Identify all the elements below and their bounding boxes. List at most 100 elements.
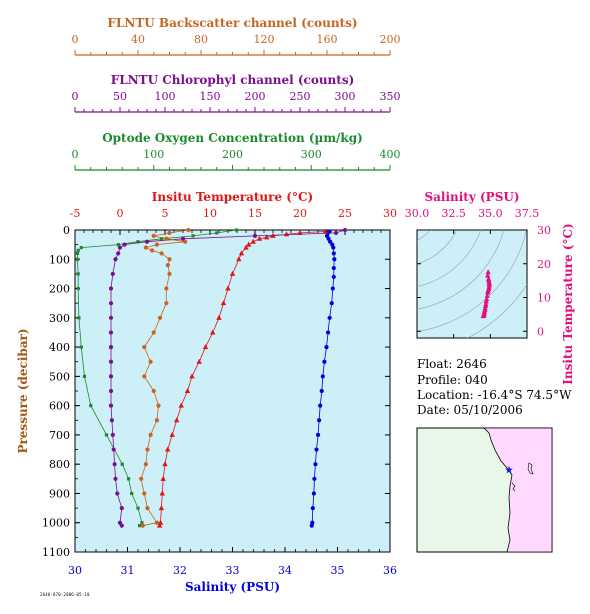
backscatter-point <box>167 257 172 262</box>
oxygen-tick-label: 100 <box>143 148 164 161</box>
map-land-south-america <box>483 427 553 553</box>
temperature-point <box>250 238 256 244</box>
chlorophyll-point <box>111 447 116 452</box>
oxygen-point <box>79 245 83 250</box>
chlorophyll-point <box>110 271 115 277</box>
chlorophyll-point <box>122 242 127 247</box>
chlorophyll-point <box>109 418 114 423</box>
chlorophyll-point <box>113 476 118 481</box>
oxygen-point <box>140 521 144 525</box>
oxygen-point <box>160 237 164 241</box>
backscatter-tick-label: 120 <box>254 33 275 46</box>
oxygen-point <box>82 374 87 378</box>
backscatter-point <box>140 523 145 528</box>
chlorophyll-tick-label: 50 <box>113 90 127 103</box>
salinity-tick-label: 30 <box>68 564 82 577</box>
salinity-point <box>317 418 322 423</box>
backscatter-profile-line <box>140 229 189 527</box>
salinity-point <box>328 239 333 244</box>
temperature-tick-label: 0 <box>117 207 124 220</box>
salinity-point <box>309 523 314 528</box>
salinity-point <box>331 274 336 279</box>
temperature-tick-label: -5 <box>70 207 81 220</box>
backscatter-point <box>150 248 155 253</box>
chlorophyll-point <box>108 315 114 320</box>
ts-y-tick-label: 20 <box>537 258 551 271</box>
backscatter-point <box>148 359 153 364</box>
chlorophyll-point <box>108 344 114 350</box>
temperature-tick-label: 10 <box>203 207 217 220</box>
salinity-point <box>327 315 332 320</box>
backscatter-point <box>157 315 163 320</box>
pressure-tick-label: 700 <box>49 429 70 442</box>
chlorophyll-point <box>108 330 114 335</box>
backscatter-point <box>145 505 150 511</box>
temperature-point <box>189 373 195 379</box>
temperature-point <box>297 229 303 235</box>
backscatter-point <box>151 388 156 394</box>
profile-series <box>75 227 348 528</box>
ts-point <box>485 289 491 295</box>
salinity-tick-label: 35 <box>331 564 345 577</box>
oxygen-point <box>77 316 81 320</box>
ts-x-axis-title: Salinity (PSU) <box>424 190 519 204</box>
oxygen-point <box>234 228 239 232</box>
oxygen-point <box>191 234 195 238</box>
salinity-point <box>331 251 336 256</box>
pressure-tick-label: 400 <box>49 341 70 354</box>
oxygen-point <box>76 286 80 291</box>
chlorophyll-axis-title: FLNTU Chlorophyl channel (counts) <box>111 73 355 87</box>
backscatter-point <box>143 245 148 250</box>
ts-point <box>486 282 492 288</box>
backscatter-point <box>145 447 150 452</box>
salinity-point <box>319 388 324 394</box>
salinity-point <box>329 301 334 306</box>
backscatter-point <box>186 227 191 233</box>
oxygen-point <box>120 462 124 466</box>
backscatter-axis-title: FLNTU Backscatter channel (counts) <box>107 16 357 30</box>
pressure-tick-label: 300 <box>49 312 70 325</box>
backscatter-point <box>156 403 161 408</box>
ts-point <box>484 296 490 302</box>
oxygen-point <box>75 251 79 256</box>
pressure-tick-label: 500 <box>49 370 70 383</box>
backscatter-tick-label: 0 <box>72 33 79 46</box>
chlorophyll-point <box>333 230 339 236</box>
map-lake <box>527 462 534 475</box>
profile-plot-area <box>74 229 391 553</box>
salinity-point <box>322 359 327 364</box>
backscatter-point <box>143 462 148 467</box>
chlorophyll-tick-label: 150 <box>200 90 221 103</box>
backscatter-tick-label: 40 <box>131 33 145 46</box>
backscatter-point <box>154 418 159 423</box>
oxygen-point <box>76 248 80 253</box>
temperature-point <box>256 235 263 241</box>
ts-point <box>485 269 491 275</box>
chlorophyll-tick-label: 250 <box>290 90 311 103</box>
temperature-tick-label: 25 <box>338 207 352 220</box>
temperature-point <box>210 329 216 335</box>
chlorophyll-tick-label: 0 <box>72 90 79 103</box>
backscatter-tick-label: 80 <box>194 33 208 46</box>
oxygen-point <box>137 524 142 528</box>
salinity-point <box>313 462 318 467</box>
backscatter-point <box>164 301 169 306</box>
ts-point <box>484 292 490 298</box>
chlorophyll-point <box>144 239 150 244</box>
temperature-point <box>238 250 245 256</box>
salinity-point <box>310 505 315 511</box>
chlorophyll-point <box>116 251 121 256</box>
temperature-point <box>184 388 191 393</box>
salinity-point <box>324 344 329 350</box>
float-location-marker <box>505 466 513 474</box>
salinity-tick-label: 31 <box>121 564 135 577</box>
oxygen-point <box>89 404 93 408</box>
pressure-tick-label: 800 <box>49 458 70 471</box>
temperature-point <box>202 344 209 350</box>
temperature-point <box>165 446 171 452</box>
temperature-point <box>220 300 227 306</box>
chlorophyll-point <box>180 236 186 241</box>
chlorophyll-point <box>108 286 114 291</box>
temperature-point <box>160 475 166 481</box>
chlorophyll-tick-label: 300 <box>335 90 356 103</box>
